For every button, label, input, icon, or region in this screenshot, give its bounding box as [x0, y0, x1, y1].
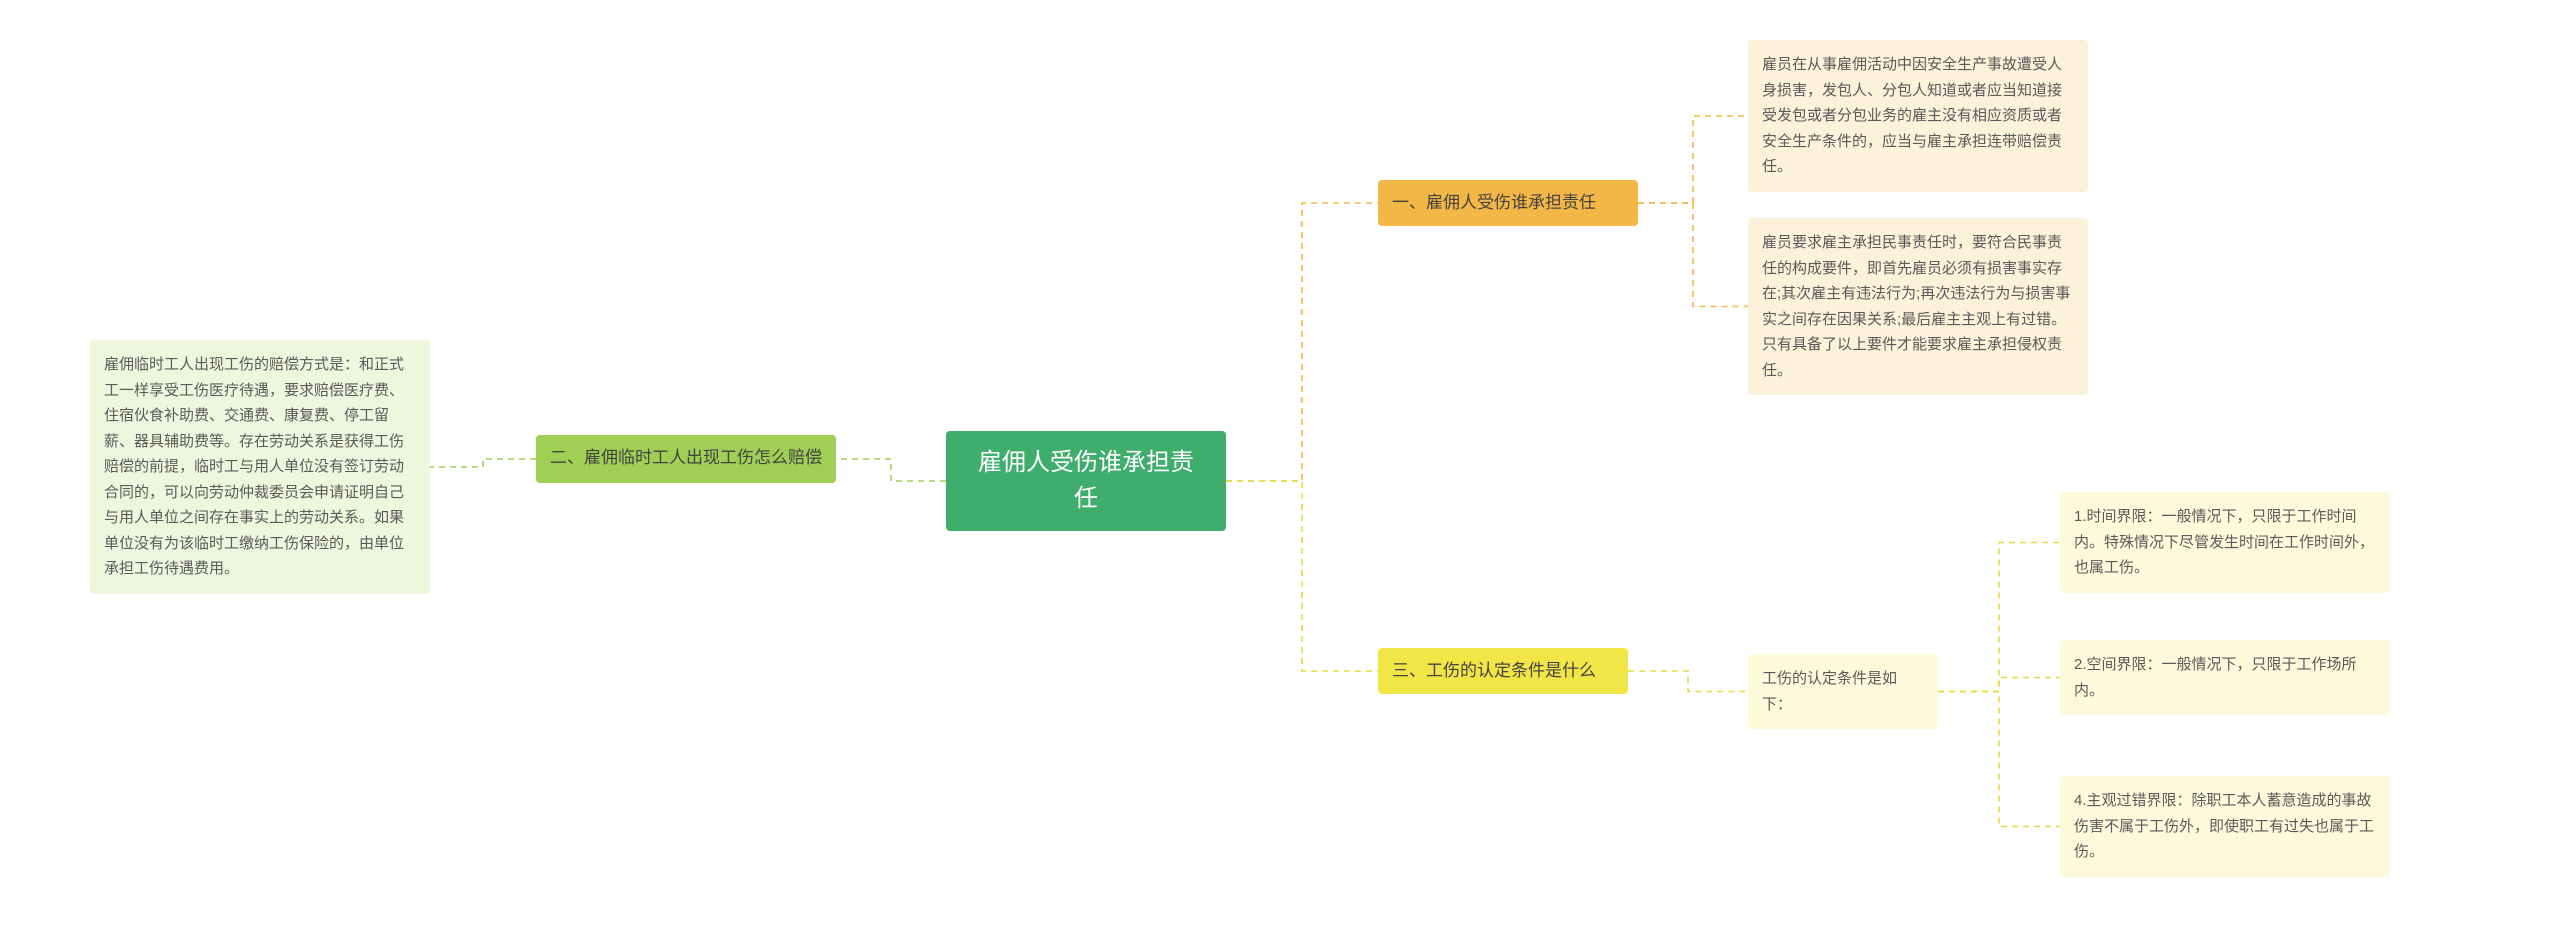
connector-line	[1938, 678, 2060, 692]
connector-line	[1226, 481, 1378, 671]
connector-line	[836, 459, 946, 481]
branch-2[interactable]: 二、雇佣临时工人出现工伤怎么赔偿	[536, 435, 836, 483]
leaf-1b[interactable]: 雇员要求雇主承担民事责任时，要符合民事责任的构成要件，即首先雇员必须有损害事实存…	[1748, 218, 2088, 395]
leaf-2[interactable]: 雇佣临时工人出现工伤的赔偿方式是：和正式工一样享受工伤医疗待遇，要求赔偿医疗费、…	[90, 340, 430, 594]
leaf-3c[interactable]: 4.主观过错界限：除职工本人蓄意造成的事故伤害不属于工伤外，即使职工有过失也属于…	[2060, 776, 2390, 877]
leaf-3a[interactable]: 1.时间界限：一般情况下，只限于工作时间内。特殊情况下尽管发生时间在工作时间外，…	[2060, 492, 2390, 593]
root-node[interactable]: 雇佣人受伤谁承担责任	[946, 431, 1226, 531]
connector-line	[430, 459, 536, 467]
connector-line	[1628, 671, 1748, 692]
connector-line	[1226, 203, 1378, 481]
connector-line	[1638, 116, 1748, 203]
connector-line	[1938, 692, 2060, 827]
connector-line	[1638, 203, 1748, 307]
leaf-3[interactable]: 工伤的认定条件是如下：	[1748, 654, 1938, 729]
connector-line	[1938, 543, 2060, 692]
leaf-1a[interactable]: 雇员在从事雇佣活动中因安全生产事故遭受人身损害，发包人、分包人知道或者应当知道接…	[1748, 40, 2088, 192]
branch-1[interactable]: 一、雇佣人受伤谁承担责任	[1378, 180, 1638, 226]
branch-3[interactable]: 三、工伤的认定条件是什么	[1378, 648, 1628, 694]
leaf-3b[interactable]: 2.空间界限：一般情况下，只限于工作场所内。	[2060, 640, 2390, 715]
